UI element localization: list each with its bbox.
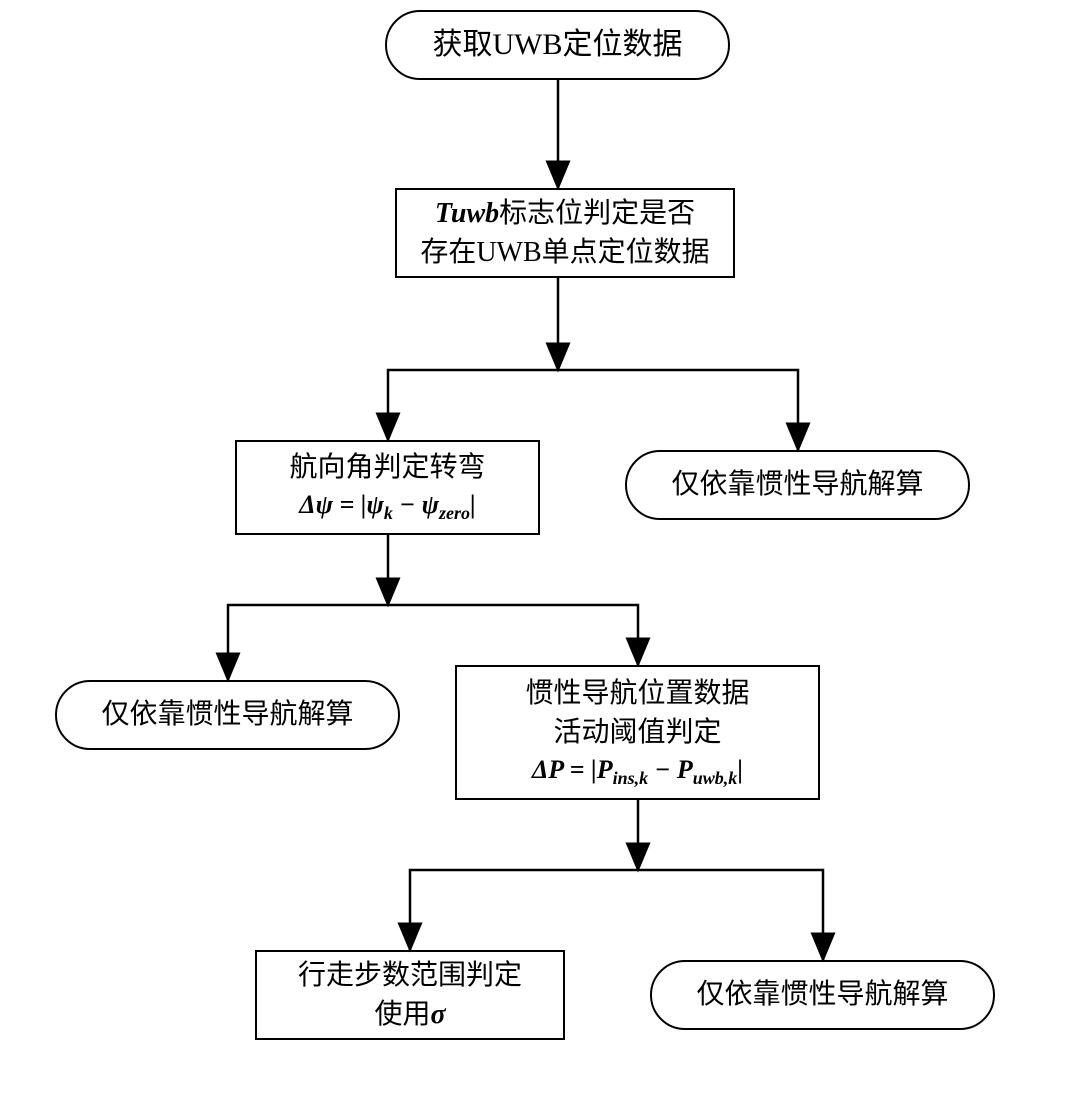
node-text-line1: Tuwb标志位判定是否 xyxy=(435,194,695,233)
node-heading-angle: 航向角判定转弯 Δψ = |ψk − ψzero| xyxy=(235,440,540,535)
node-text: 仅依靠惯性导航解算 xyxy=(101,695,353,734)
node-position-threshold: 惯性导航位置数据 活动阈值判定 ΔP = |Pins,k − Puwb,k| xyxy=(455,665,820,800)
node-text: 获取UWB定位数据 xyxy=(433,24,683,66)
formula-position: ΔP = |Pins,k − Puwb,k| xyxy=(532,752,743,791)
node-inertial-only-1: 仅依靠惯性导航解算 xyxy=(625,450,970,520)
node-acquire-uwb: 获取UWB定位数据 xyxy=(385,10,730,80)
node-text-line2: 活动阈值判定 xyxy=(553,713,721,752)
node-inertial-only-2: 仅依靠惯性导航解算 xyxy=(55,680,400,750)
node-text-line1: 行走步数范围判定 xyxy=(298,956,522,995)
formula-heading: Δψ = |ψk − ψzero| xyxy=(299,487,475,526)
node-step-range: 行走步数范围判定 使用σ xyxy=(255,950,565,1040)
node-text: 仅依靠惯性导航解算 xyxy=(696,975,948,1014)
flowchart-arrows xyxy=(0,0,1075,1113)
node-text-line1: 惯性导航位置数据 xyxy=(525,674,749,713)
node-inertial-only-3: 仅依靠惯性导航解算 xyxy=(650,960,995,1030)
node-text-line2: 存在UWB单点定位数据 xyxy=(420,233,709,272)
node-text-line2: 使用σ xyxy=(374,995,445,1034)
node-text: 仅依靠惯性导航解算 xyxy=(671,465,923,504)
node-tuwb-flag: Tuwb标志位判定是否 存在UWB单点定位数据 xyxy=(395,188,735,278)
node-text-line1: 航向角判定转弯 xyxy=(289,448,485,487)
